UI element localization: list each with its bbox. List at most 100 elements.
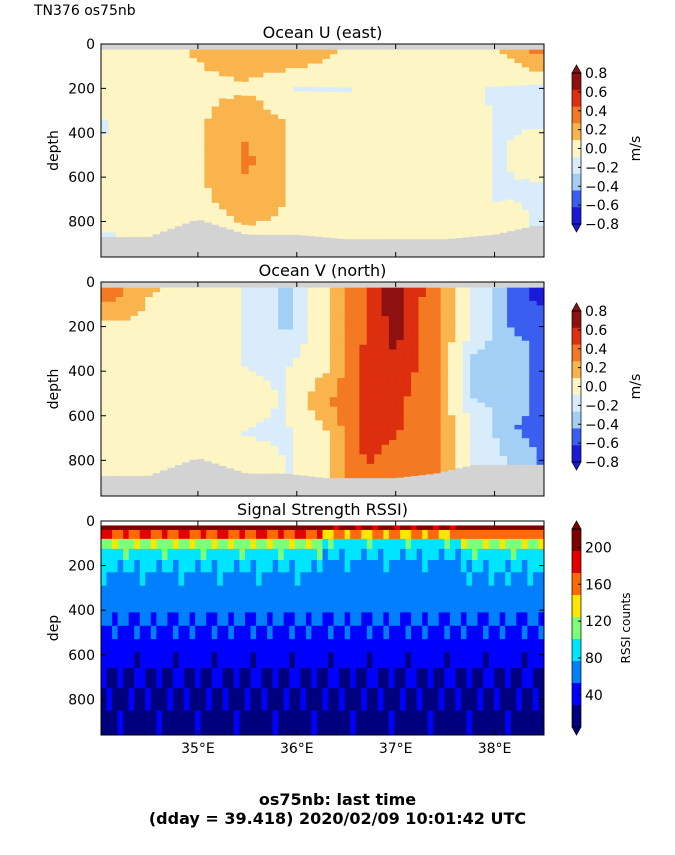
data-cell <box>137 105 146 112</box>
data-cell <box>440 149 449 155</box>
data-cell <box>462 350 471 356</box>
data-cell <box>167 454 176 460</box>
data-cell <box>470 77 479 83</box>
data-cell <box>307 297 316 303</box>
data-cell <box>263 174 272 180</box>
data-cell <box>455 323 464 329</box>
data-cell <box>462 101 471 107</box>
data-cell <box>366 163 375 169</box>
data-cell <box>292 310 301 317</box>
data-cell <box>204 92 213 98</box>
surface-gap <box>285 44 294 50</box>
data-cell <box>278 72 287 78</box>
data-cell <box>418 210 427 217</box>
data-cell <box>115 58 124 65</box>
data-cell <box>374 411 383 417</box>
data-cell <box>256 450 265 456</box>
data-cell <box>418 320 427 326</box>
panel-2: Ocean V (north)0200400600800depth0.80.60… <box>46 261 644 497</box>
data-cell <box>425 366 434 373</box>
data-cell <box>123 391 132 397</box>
data-cell <box>352 463 361 470</box>
data-cell <box>315 185 324 191</box>
data-cell <box>182 114 191 120</box>
data-cell <box>440 210 449 217</box>
data-cell <box>300 367 309 373</box>
data-cell <box>152 422 161 428</box>
data-cell <box>123 428 132 435</box>
data-cell <box>514 108 523 114</box>
data-cell <box>145 63 154 69</box>
data-cell <box>145 101 154 107</box>
data-cell <box>374 325 383 332</box>
data-cell <box>278 371 287 377</box>
data-cell <box>196 373 205 379</box>
data-cell <box>359 463 368 470</box>
data-cell <box>455 157 464 164</box>
data-cell <box>233 360 242 366</box>
data-cell <box>108 58 117 65</box>
data-cell <box>388 163 397 169</box>
data-cell <box>130 213 139 219</box>
data-cell <box>440 425 449 431</box>
data-cell <box>123 329 132 336</box>
data-cell <box>292 456 301 462</box>
data-cell <box>448 397 456 403</box>
data-cell <box>499 287 508 293</box>
data-cell <box>477 180 486 186</box>
data-cell <box>366 49 375 55</box>
seafloor-mask <box>307 476 316 496</box>
data-cell <box>521 94 530 100</box>
data-cell <box>300 301 309 307</box>
data-cell <box>152 338 161 344</box>
data-cell <box>492 447 501 453</box>
data-cell <box>337 430 346 436</box>
data-cell <box>248 296 257 303</box>
data-cell <box>108 315 117 322</box>
data-cell <box>278 156 287 162</box>
data-cell <box>337 416 346 422</box>
data-cell <box>292 72 301 78</box>
data-cell <box>433 454 442 460</box>
surface-gap <box>344 282 353 288</box>
data-cell <box>529 49 538 55</box>
data-cell <box>270 68 279 74</box>
data-cell <box>484 393 493 399</box>
data-cell <box>418 172 427 179</box>
data-cell <box>536 106 544 112</box>
data-cell <box>484 202 493 209</box>
data-cell <box>182 418 191 424</box>
data-cell <box>359 325 368 332</box>
data-cell <box>470 194 479 200</box>
data-cell <box>322 363 331 370</box>
data-cell <box>152 183 161 189</box>
data-cell <box>322 287 331 293</box>
data-cell <box>300 414 309 420</box>
data-cell <box>108 358 117 364</box>
data-cell <box>374 435 383 441</box>
data-cell <box>263 306 272 312</box>
seafloor-mask <box>256 234 265 257</box>
seafloor-mask <box>101 237 109 257</box>
data-cell <box>396 54 405 60</box>
data-cell <box>381 468 390 475</box>
data-cell <box>403 330 412 336</box>
data-cell <box>160 208 169 214</box>
data-cell <box>123 232 132 238</box>
data-cell <box>366 96 375 103</box>
data-cell <box>529 146 538 152</box>
data-cell <box>507 172 516 178</box>
data-cell <box>433 315 442 321</box>
data-cell <box>241 155 250 161</box>
data-cell <box>455 377 464 384</box>
data-cell <box>440 87 449 93</box>
data-cell <box>189 143 198 149</box>
data-cell <box>352 449 361 455</box>
data-cell <box>470 110 479 116</box>
data-cell <box>182 287 191 293</box>
data-cell <box>101 325 109 331</box>
data-cell <box>322 339 331 346</box>
data-cell <box>285 287 294 293</box>
data-cell <box>189 369 198 375</box>
data-cell <box>270 193 279 199</box>
